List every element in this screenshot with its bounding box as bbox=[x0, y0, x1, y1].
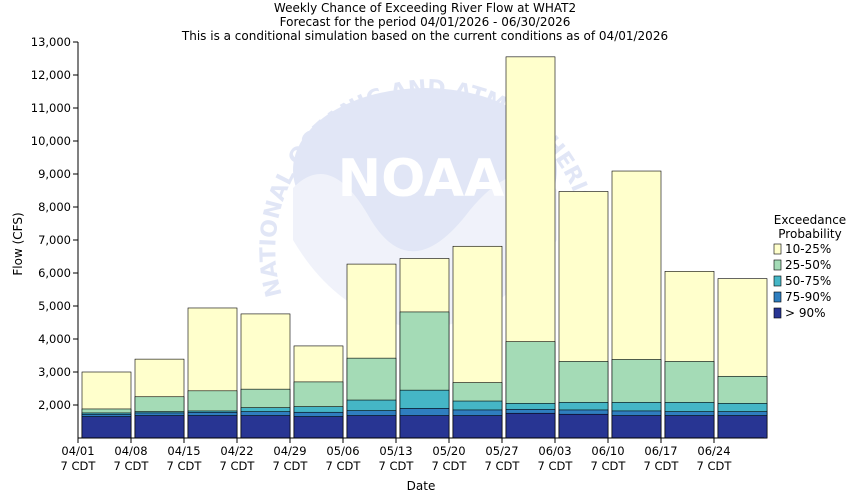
bar-segment bbox=[452, 415, 503, 439]
bar-segment bbox=[664, 415, 715, 439]
x-tick-label-tz: 7 CDT bbox=[697, 459, 733, 473]
legend-swatch bbox=[773, 259, 782, 271]
x-tick-label-tz: 7 CDT bbox=[326, 459, 362, 473]
bar-group-04-29 bbox=[293, 345, 344, 439]
legend-title-line-2: Probability bbox=[778, 227, 841, 241]
bar-segment bbox=[611, 415, 662, 439]
y-tick-label: 3,000 bbox=[38, 365, 71, 379]
y-axis-title: Flow (CFS) bbox=[11, 212, 25, 275]
x-tick-label-date: 05/20 bbox=[432, 444, 465, 458]
x-tick-label-tz: 7 CDT bbox=[538, 459, 574, 473]
x-tick-label-date: 04/22 bbox=[220, 444, 253, 458]
legend-label: 50-75% bbox=[785, 274, 831, 288]
x-tick-label-tz: 7 CDT bbox=[432, 459, 468, 473]
bar-group-05-20 bbox=[452, 245, 503, 439]
y-tick-label: 7,000 bbox=[38, 233, 71, 247]
y-tick-label: 4,000 bbox=[38, 332, 71, 346]
legend-swatch bbox=[773, 243, 782, 255]
bar-segment bbox=[240, 415, 291, 439]
x-tick-label-date: 06/03 bbox=[538, 444, 571, 458]
bar-segment bbox=[717, 415, 768, 439]
y-ticks: 2,000 3,000 4,000 5,000 6,000 7,000 8,000 9,000… bbox=[31, 35, 78, 412]
x-tick-label-tz: 7 CDT bbox=[485, 459, 521, 473]
bar-group-05-06 bbox=[346, 263, 397, 439]
legend-label: 10-25% bbox=[785, 242, 831, 256]
x-tick-label-date: 04/01 bbox=[61, 444, 94, 458]
bar-group-06-10 bbox=[611, 170, 662, 439]
y-tick-label: 5,000 bbox=[38, 299, 71, 313]
legend-swatch bbox=[773, 291, 782, 303]
legend-label: 25-50% bbox=[785, 258, 831, 272]
x-tick-label-tz: 7 CDT bbox=[220, 459, 256, 473]
x-tick-label-date: 05/13 bbox=[379, 444, 412, 458]
watermark-center-text: NOAA bbox=[338, 149, 505, 209]
watermark-disc-icon bbox=[293, 88, 557, 252]
bar-segment bbox=[558, 413, 609, 439]
bar-segment bbox=[346, 415, 397, 439]
y-tick-label: 11,000 bbox=[31, 101, 71, 115]
legend-title-line-1: Exceedance bbox=[774, 213, 846, 227]
legend: Exceedance Probability 10-25% 25-50% 50-75… bbox=[773, 213, 846, 320]
x-tick-label-tz: 7 CDT bbox=[167, 459, 203, 473]
x-tick-label-date: 06/24 bbox=[697, 444, 730, 458]
y-tick-label: 13,000 bbox=[31, 35, 71, 49]
x-tick-label-tz: 7 CDT bbox=[114, 459, 150, 473]
legend-swatch bbox=[773, 275, 782, 287]
bar-segment bbox=[134, 415, 185, 439]
y-tick-label: 12,000 bbox=[31, 68, 71, 82]
legend-label: 75-90% bbox=[785, 290, 831, 304]
y-tick-label: 9,000 bbox=[38, 167, 71, 181]
bar-group-04-08 bbox=[134, 358, 185, 439]
x-tick-label-date: 06/17 bbox=[644, 444, 677, 458]
bar-segment bbox=[293, 416, 344, 439]
bar-group-05-13 bbox=[399, 258, 450, 439]
bar-group-04-22 bbox=[240, 313, 291, 439]
x-tick-label-date: 04/08 bbox=[114, 444, 147, 458]
bar-group-06-24 bbox=[717, 278, 768, 439]
bar-segment bbox=[81, 416, 132, 439]
x-tick-label-date: 04/29 bbox=[273, 444, 306, 458]
x-tick-label-tz: 7 CDT bbox=[591, 459, 627, 473]
bar-group-04-15 bbox=[187, 307, 238, 439]
legend-swatch bbox=[773, 307, 782, 319]
bar-group-06-03 bbox=[558, 191, 609, 439]
y-tick-label: 8,000 bbox=[38, 200, 71, 214]
y-tick-label: 6,000 bbox=[38, 266, 71, 280]
y-tick-label: 2,000 bbox=[38, 398, 71, 412]
x-tick-label-tz: 7 CDT bbox=[644, 459, 680, 473]
x-tick-label-date: 05/06 bbox=[326, 444, 359, 458]
bar-segment bbox=[399, 415, 450, 439]
x-tick-label-date: 06/10 bbox=[591, 444, 624, 458]
chart-title: Weekly Chance of Exceeding River Flow at… bbox=[274, 1, 576, 15]
legend-items: 10-25% 25-50% 50-75% 75-90% > 90% bbox=[773, 242, 831, 320]
x-tick-label-date: 04/15 bbox=[167, 444, 200, 458]
x-axis-title: Date bbox=[407, 479, 436, 493]
x-tick-label-tz: 7 CDT bbox=[379, 459, 415, 473]
chart-subtitle: Forecast for the period 04/01/2026 - 06/… bbox=[280, 15, 571, 29]
x-tick-label-date: 05/27 bbox=[485, 444, 518, 458]
y-tick-label: 10,000 bbox=[31, 134, 71, 148]
bars-layer bbox=[81, 56, 768, 439]
bar-group-06-17 bbox=[664, 271, 715, 439]
bar-group-04-01 bbox=[81, 371, 132, 439]
bar-segment bbox=[187, 415, 238, 439]
chart-note: This is a conditional simulation based o… bbox=[181, 29, 668, 43]
bar-segment bbox=[505, 412, 556, 439]
legend-label: > 90% bbox=[785, 306, 826, 320]
x-tick-label-tz: 7 CDT bbox=[273, 459, 309, 473]
x-tick-label-tz: 7 CDT bbox=[61, 459, 97, 473]
bar-group-05-27 bbox=[505, 56, 556, 439]
